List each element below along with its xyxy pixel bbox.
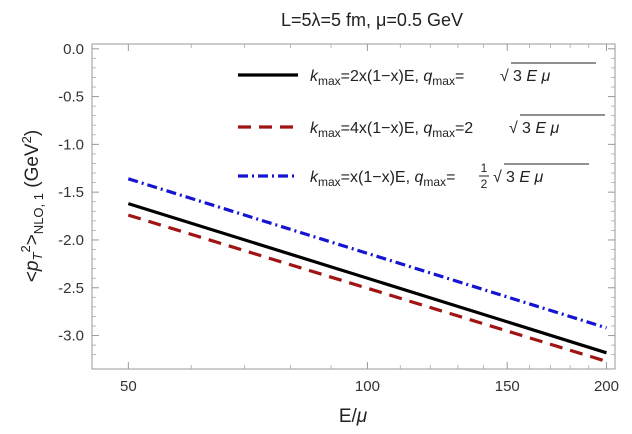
legend-entry-solid: kmax=2x(1−x)E, qmax= √ 3 E μ <box>238 62 596 88</box>
plot-frame <box>91 43 616 370</box>
legend-sqrt-dashed: √ <box>509 120 518 137</box>
x-tick-label: 150 <box>495 378 520 395</box>
series-lines <box>127 177 607 363</box>
legend: kmax=2x(1−x)E, qmax= √ 3 E μ kmax=4x(1−x… <box>238 62 605 191</box>
y-tick-label: -3.0 <box>58 328 84 345</box>
legend-sqrt-arg-dashdot: 3 E μ <box>506 169 543 186</box>
series-line-solid <box>127 202 607 355</box>
y-tick-label: -2.5 <box>58 280 84 297</box>
series-line-dashed <box>127 213 607 363</box>
legend-label-dashed: kmax=4x(1−x)E, qmax=2 <box>310 120 473 140</box>
legend-label-solid: kmax=2x(1−x)E, qmax= <box>310 68 464 88</box>
y-axis-label: <pT2>NLO, 1 (GeV2) <box>18 130 46 282</box>
legend-frac-den: 2 <box>481 177 488 191</box>
y-tick-label: -1.5 <box>58 184 84 201</box>
x-tick-label: 200 <box>594 378 619 395</box>
axis-ticks: 50 100 150 200 0.0 -0.5 -1.0 -1.5 -2.0 -2.5 -3.0 <box>58 41 619 395</box>
legend-entry-dashed: kmax=4x(1−x)E, qmax=2 √ 3 E μ <box>238 114 605 140</box>
x-axis-label: E/μ <box>339 406 368 427</box>
legend-frac-num: 1 <box>481 161 488 175</box>
chart-title: L=5λ=5 fm, μ=0.5 GeV <box>281 10 463 30</box>
y-tick-label: -0.5 <box>58 89 84 106</box>
series-line-dashdot <box>127 177 607 330</box>
x-tick-label: 100 <box>355 378 380 395</box>
legend-sqrt-solid: √ <box>500 68 509 85</box>
legend-entry-dashdot: kmax=x(1−x)E, qmax= 1 2 √ 3 E μ <box>238 161 589 191</box>
legend-sqrt-arg-dashed: 3 E μ <box>522 120 559 137</box>
y-tick-label: -1.0 <box>58 136 84 153</box>
y-tick-label: -2.0 <box>58 232 84 249</box>
y-tick-label: 0.0 <box>63 41 84 58</box>
legend-sqrt-dashdot: √ <box>493 169 502 186</box>
x-tick-label: 50 <box>120 378 137 395</box>
legend-sqrt-arg-solid: 3 E μ <box>513 68 550 85</box>
legend-label-dashdot: kmax=x(1−x)E, qmax= <box>310 169 455 189</box>
